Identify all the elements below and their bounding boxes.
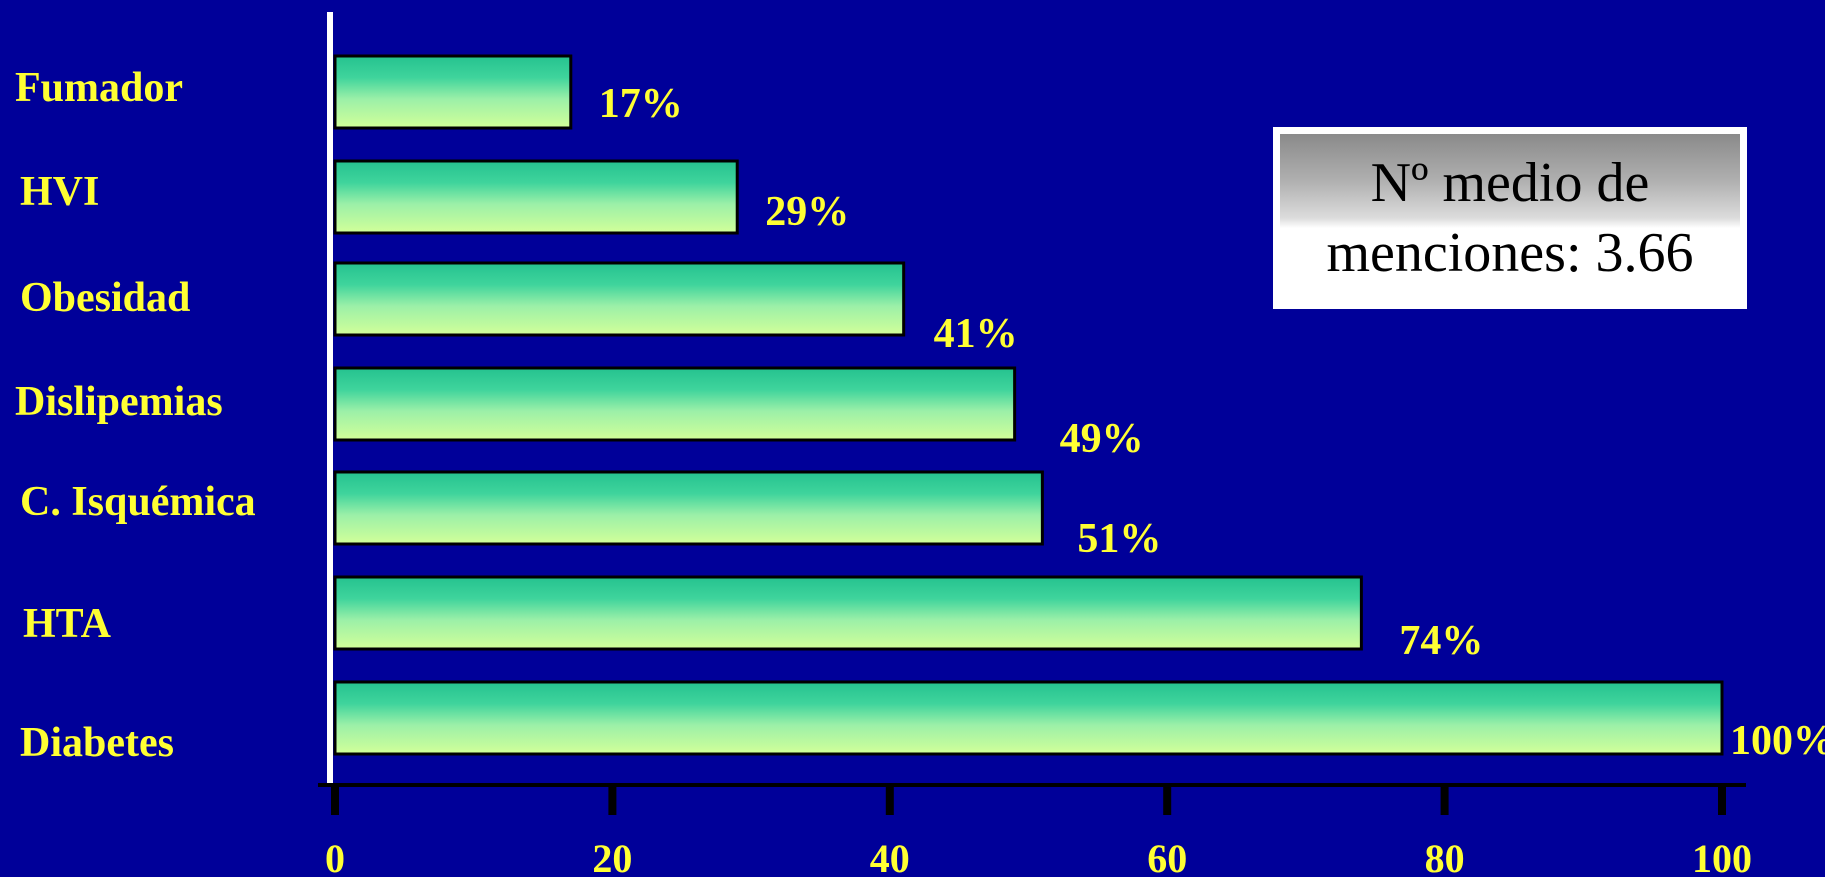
mentions-info-text: Nº medio de menciones: 3.66 bbox=[1280, 134, 1740, 302]
x-tick-label: 20 bbox=[592, 836, 632, 877]
x-tick-label: 80 bbox=[1425, 836, 1465, 877]
y-axis-line bbox=[327, 12, 333, 784]
bar-6 bbox=[333, 680, 1724, 756]
x-tick-label: 60 bbox=[1147, 836, 1187, 877]
category-label: Obesidad bbox=[20, 275, 190, 321]
bar-3 bbox=[333, 366, 1017, 442]
value-label: 49% bbox=[1060, 416, 1144, 462]
category-label: Dislipemias bbox=[15, 379, 223, 425]
bar-2 bbox=[333, 261, 906, 337]
x-tick-label: 40 bbox=[870, 836, 910, 877]
x-tick-mark bbox=[1718, 787, 1726, 815]
value-label: 74% bbox=[1399, 618, 1483, 664]
category-label: Fumador bbox=[15, 65, 183, 111]
bar-0 bbox=[333, 54, 573, 130]
value-label: 29% bbox=[765, 189, 849, 235]
x-tick-mark bbox=[1440, 787, 1449, 815]
x-tick-mark bbox=[608, 787, 617, 815]
value-label: 41% bbox=[934, 311, 1018, 357]
category-label: Diabetes bbox=[20, 720, 174, 766]
x-tick-mark bbox=[1163, 787, 1172, 815]
x-tick-label: 0 bbox=[325, 836, 345, 877]
value-label: 17% bbox=[599, 81, 683, 127]
value-label: 100% bbox=[1730, 718, 1825, 764]
bar-1 bbox=[333, 159, 739, 235]
category-label: C. Isquémica bbox=[20, 479, 256, 525]
value-label: 51% bbox=[1077, 516, 1161, 562]
bar-4 bbox=[333, 470, 1044, 546]
x-axis-line bbox=[318, 783, 1746, 787]
x-tick-mark bbox=[885, 787, 894, 815]
bar-5 bbox=[333, 575, 1363, 651]
category-label: HTA bbox=[23, 601, 112, 647]
category-label: HVI bbox=[20, 169, 99, 215]
x-tick-mark bbox=[331, 787, 339, 815]
mentions-info-box: Nº medio de menciones: 3.66 bbox=[1273, 127, 1747, 309]
x-tick-label: 100 bbox=[1692, 836, 1752, 877]
